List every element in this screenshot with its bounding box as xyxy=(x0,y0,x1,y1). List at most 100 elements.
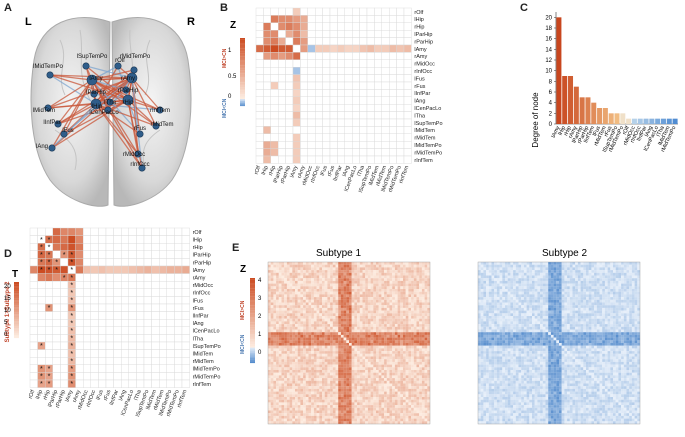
heat-cell xyxy=(367,8,374,15)
heat-cell xyxy=(404,119,411,126)
heat-cell xyxy=(91,289,99,297)
matrix-cell xyxy=(379,284,382,287)
d-grid: **************************************** xyxy=(30,228,190,388)
matrix-cell xyxy=(357,340,360,343)
matrix-cell xyxy=(354,354,357,357)
heat-cell xyxy=(308,23,315,30)
matrix-cell xyxy=(327,278,330,281)
colorbar-segment xyxy=(250,295,255,297)
matrix-cell xyxy=(414,319,417,322)
matrix-cell xyxy=(287,338,290,341)
matrix-cell xyxy=(381,400,384,403)
colorbar-segment xyxy=(240,82,245,84)
matrix-cell xyxy=(311,343,314,346)
matrix-cell xyxy=(336,267,339,270)
matrix-cell xyxy=(411,354,414,357)
matrix-cell xyxy=(346,384,349,387)
matrix-cell xyxy=(325,411,328,414)
matrix-cell xyxy=(319,316,322,319)
matrix-cell xyxy=(376,413,379,416)
matrix-cell xyxy=(336,402,339,405)
colorbar-segment xyxy=(240,99,245,101)
matrix-cell xyxy=(314,359,317,362)
matrix-cell xyxy=(349,319,352,322)
matrix-cell xyxy=(352,413,355,416)
matrix-cell xyxy=(303,281,306,284)
matrix-cell xyxy=(298,332,301,335)
matrix-cell xyxy=(346,378,349,381)
matrix-cell xyxy=(373,373,376,376)
heat-cell xyxy=(83,296,91,304)
matrix-cell xyxy=(287,365,290,368)
heat-cell xyxy=(323,38,330,45)
heat-cell xyxy=(382,82,389,89)
heat-cell xyxy=(167,304,175,312)
matrix-cell xyxy=(411,351,414,354)
matrix-cell xyxy=(338,284,341,287)
matrix-cell xyxy=(390,411,393,414)
matrix-cell xyxy=(373,332,376,335)
matrix-cell xyxy=(306,381,309,384)
heat-cell xyxy=(83,258,91,266)
matrix-cell xyxy=(384,365,387,368)
matrix-cell xyxy=(300,373,303,376)
matrix-cell xyxy=(322,327,325,330)
c-bar xyxy=(626,119,631,124)
matrix-cell xyxy=(408,324,411,327)
matrix-cell xyxy=(338,286,341,289)
matrix-cell xyxy=(414,343,417,346)
matrix-cell xyxy=(276,319,279,322)
matrix-cell xyxy=(325,400,328,403)
matrix-cell xyxy=(403,378,406,381)
matrix-cell xyxy=(273,389,276,392)
matrix-cell xyxy=(390,397,393,400)
heat-cell xyxy=(256,15,263,22)
matrix-cell xyxy=(411,346,414,349)
heat-cell xyxy=(323,112,330,119)
heat-cell xyxy=(271,149,278,156)
matrix-cell xyxy=(357,327,360,330)
matrix-cell xyxy=(349,384,352,387)
matrix-cell xyxy=(425,400,428,403)
matrix-cell xyxy=(273,321,276,324)
matrix-cell xyxy=(387,324,390,327)
matrix-cell xyxy=(357,292,360,295)
matrix-cell xyxy=(395,413,398,416)
row-label: lAng xyxy=(414,99,425,105)
matrix-cell xyxy=(398,300,401,303)
colorbar-segment xyxy=(14,306,19,308)
matrix-cell xyxy=(295,354,298,357)
matrix-cell xyxy=(333,416,336,419)
matrix-cell xyxy=(309,292,312,295)
matrix-cell xyxy=(309,273,312,276)
matrix-cell xyxy=(292,397,295,400)
matrix-cell xyxy=(381,370,384,373)
matrix-cell xyxy=(392,400,395,403)
matrix-cell xyxy=(309,262,312,265)
heat-cell xyxy=(337,67,344,74)
matrix-cell xyxy=(352,373,355,376)
heat-cell xyxy=(144,319,152,327)
matrix-cell xyxy=(368,335,371,338)
matrix-cell xyxy=(306,308,309,311)
matrix-cell xyxy=(314,413,317,416)
matrix-cell xyxy=(341,421,344,424)
matrix-cell xyxy=(417,373,420,376)
matrix-cell xyxy=(322,276,325,279)
matrix-cell xyxy=(419,351,422,354)
matrix-cell xyxy=(271,346,274,349)
heat-cell xyxy=(263,52,270,59)
matrix-cell xyxy=(333,262,336,265)
heat-cell xyxy=(352,38,359,45)
matrix-cell xyxy=(406,281,409,284)
matrix-cell xyxy=(408,416,411,419)
heat-cell xyxy=(323,23,330,30)
matrix-cell xyxy=(392,402,395,405)
matrix-cell xyxy=(311,378,314,381)
matrix-cell xyxy=(317,343,320,346)
matrix-cell xyxy=(363,348,366,351)
matrix-cell xyxy=(414,394,417,397)
matrix-cell xyxy=(330,421,333,424)
matrix-cell xyxy=(330,297,333,300)
matrix-cell xyxy=(384,416,387,419)
